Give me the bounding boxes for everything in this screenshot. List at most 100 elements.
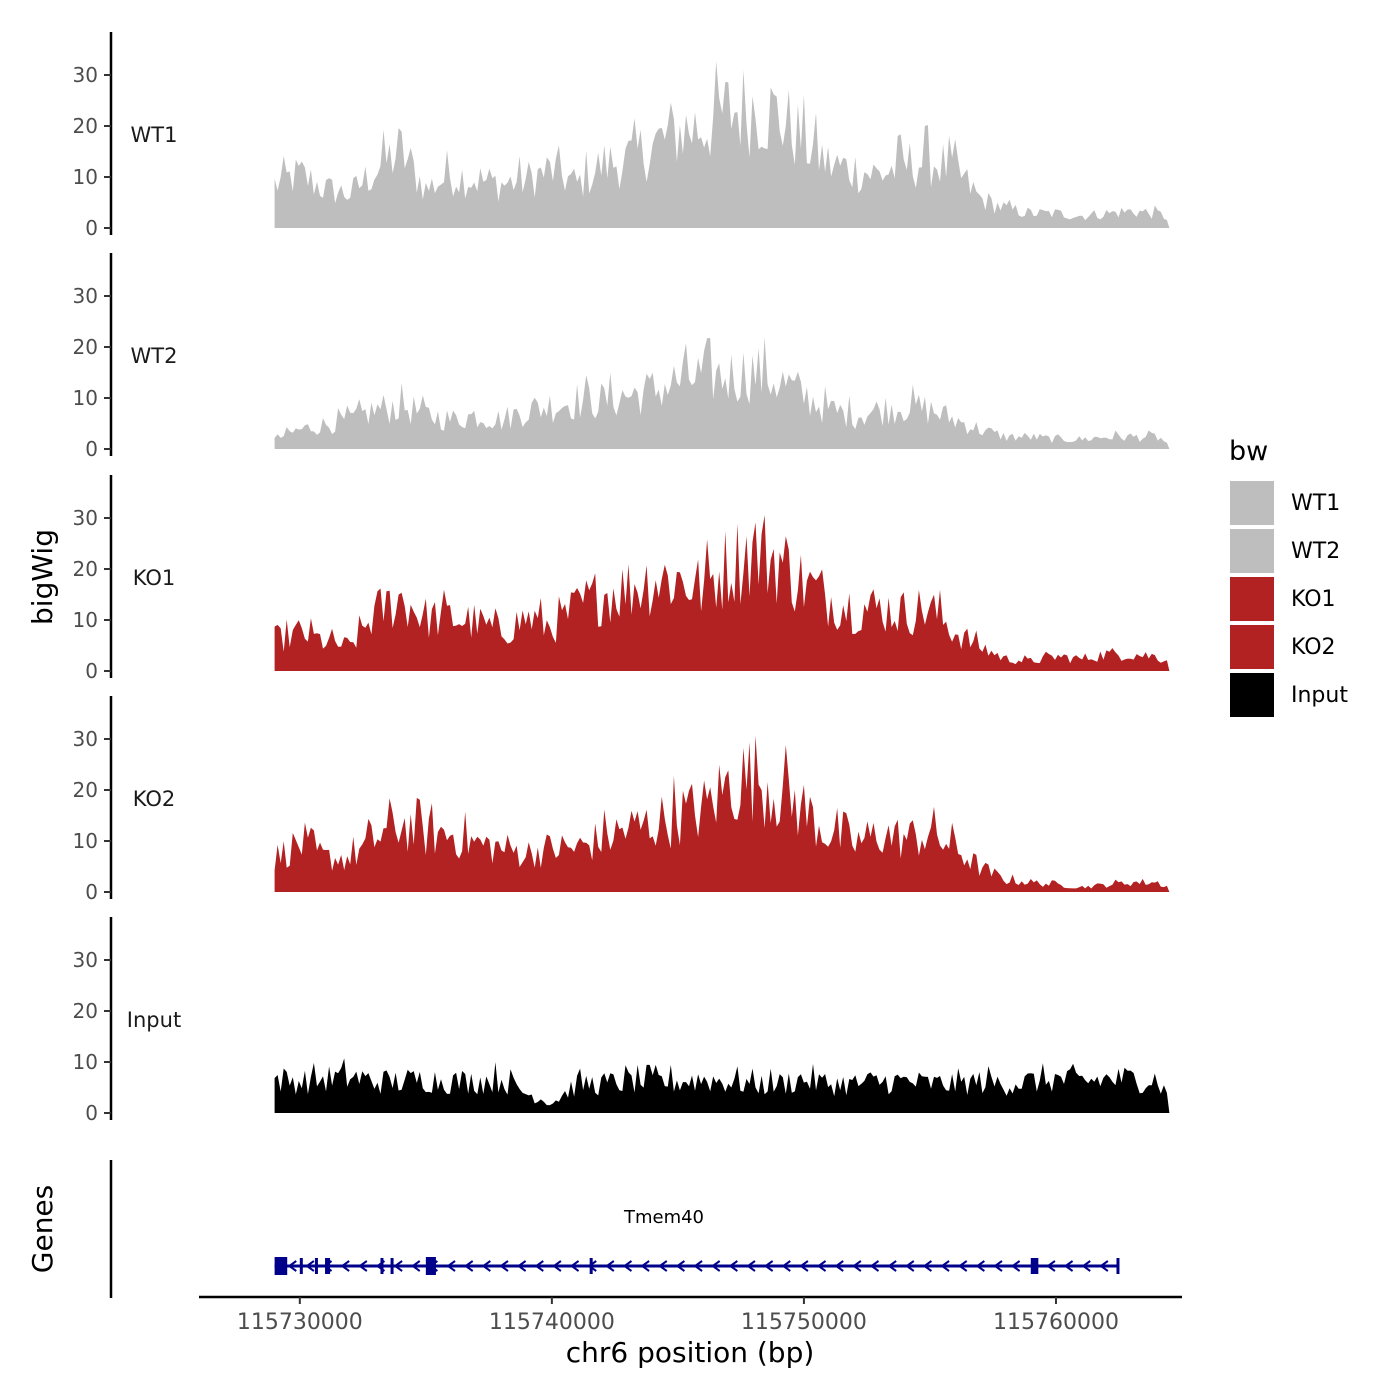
y-tick-label: 0 [85, 1101, 98, 1125]
panel-label-ko1: KO1 [133, 566, 176, 590]
panel-wt1: 0 10 20 30 WT1 [73, 32, 1170, 240]
gene-exon [390, 1258, 394, 1274]
strand-arrow [675, 1260, 685, 1272]
strand-arrow [534, 1260, 544, 1272]
x-tick-label: 115760000 [993, 1310, 1119, 1335]
strand-arrow [940, 1260, 950, 1272]
strand-arrow [622, 1260, 633, 1272]
y-tick-label: 10 [73, 386, 98, 410]
legend-key-ko2 [1228, 623, 1276, 671]
y-tick-label: 30 [73, 63, 98, 87]
coverage-area-wt1 [274, 61, 1170, 229]
strand-arrow [463, 1260, 474, 1272]
panel-label-wt2: WT2 [131, 344, 178, 368]
x-tick-label: 115730000 [237, 1310, 363, 1335]
y-tick-label: 20 [73, 114, 98, 138]
x-axis: 115730000 115740000 115750000 115760000 chr… [199, 1295, 1182, 1369]
y-tick-label: 20 [73, 335, 98, 359]
strand-arrow [834, 1260, 844, 1272]
strand-arrow [552, 1260, 562, 1272]
strand-arrow [763, 1260, 774, 1272]
strand-arrow [746, 1260, 756, 1272]
strand-arrow [816, 1260, 827, 1272]
y-tick-label: 30 [73, 727, 98, 751]
strand-arrow [499, 1260, 509, 1272]
gene-exon [1116, 1258, 1120, 1274]
gene-exon [1030, 1258, 1039, 1274]
genes-track-title: Genes [26, 1185, 59, 1273]
y-tick-label: 0 [85, 880, 98, 904]
panel-wt2: 0 10 20 30 WT2 [73, 253, 1170, 461]
y-tick-label: 10 [73, 165, 98, 189]
panel-ko2: 0 10 20 30 KO2 [73, 696, 1170, 904]
strand-arrow [411, 1260, 421, 1272]
gene-exon [274, 1257, 288, 1275]
strand-arrow [799, 1260, 809, 1272]
legend-title: bw [1229, 436, 1268, 467]
strand-arrow [993, 1260, 1003, 1272]
strand-arrow [481, 1260, 491, 1272]
strand-arrow [340, 1260, 350, 1272]
strand-arrow [1099, 1260, 1109, 1272]
legend-label-ko2: KO2 [1291, 635, 1336, 660]
gene-label-tmem40: Tmem40 [623, 1207, 704, 1228]
legend-key-ko1 [1228, 575, 1276, 623]
strand-arrow [358, 1260, 368, 1272]
strand-arrow [1046, 1260, 1056, 1272]
strand-arrow [922, 1260, 933, 1272]
y-tick-label: 10 [73, 1050, 98, 1074]
strand-arrow [852, 1260, 862, 1272]
y-tick-label: 0 [85, 216, 98, 240]
legend: bw WT1 WT2 KO1 KO2 Input [1228, 436, 1348, 719]
x-tick-label: 115750000 [741, 1310, 867, 1335]
panel-ko1: 0 10 20 30 KO1 [73, 475, 1170, 683]
strand-arrow [781, 1260, 791, 1272]
y-tick-label: 20 [73, 778, 98, 802]
panel-label-ko2: KO2 [133, 787, 176, 811]
strand-arrow [1063, 1260, 1074, 1272]
strand-arrow [975, 1260, 985, 1272]
strand-arrow [305, 1260, 315, 1272]
strand-arrow [393, 1260, 403, 1272]
strand-arrow [1010, 1260, 1021, 1272]
y-tick-label: 30 [73, 506, 98, 530]
y-tick-label: 20 [73, 557, 98, 581]
strand-arrow [446, 1260, 456, 1272]
strand-arrow [693, 1260, 703, 1272]
gene-exon [380, 1258, 384, 1274]
y-tick-label: 20 [73, 999, 98, 1023]
strand-arrow [516, 1260, 527, 1272]
strand-arrow [1081, 1260, 1091, 1272]
legend-label-input: Input [1291, 683, 1348, 708]
x-tick-label: 115740000 [489, 1310, 615, 1335]
strand-arrow [587, 1260, 597, 1272]
strand-arrow [905, 1260, 915, 1272]
legend-key-input [1228, 671, 1276, 719]
panel-label-wt1: WT1 [131, 123, 178, 147]
legend-label-wt1: WT1 [1291, 491, 1340, 516]
coverage-area-input [274, 1058, 1170, 1113]
coverage-area-ko2 [274, 735, 1170, 892]
strand-arrow [569, 1260, 580, 1272]
y-tick-label: 0 [85, 659, 98, 683]
x-axis-ticks: 115730000 115740000 115750000 115760000 [237, 1297, 1119, 1335]
gene-model-tmem40 [274, 1257, 1120, 1275]
strand-arrow [640, 1260, 650, 1272]
genes-track: Genes Tmem40 [26, 1160, 1120, 1298]
y-tick-label: 10 [73, 829, 98, 853]
gene-exon [299, 1258, 303, 1274]
gene-exon [325, 1258, 331, 1274]
coverage-area-wt2 [274, 337, 1170, 449]
y-axis-title: bigWig [26, 529, 59, 625]
y-tick-label: 10 [73, 608, 98, 632]
strand-arrow [605, 1260, 615, 1272]
x-axis-title: chr6 position (bp) [566, 1336, 815, 1369]
y-tick-label: 30 [73, 284, 98, 308]
gene-exon [589, 1258, 593, 1274]
gene-exon [314, 1258, 318, 1274]
panel-label-input: Input [127, 1008, 181, 1032]
y-tick-label: 0 [85, 437, 98, 461]
legend-label-wt2: WT2 [1291, 539, 1340, 564]
panel-input: 0 10 20 30 Input [73, 917, 1170, 1125]
